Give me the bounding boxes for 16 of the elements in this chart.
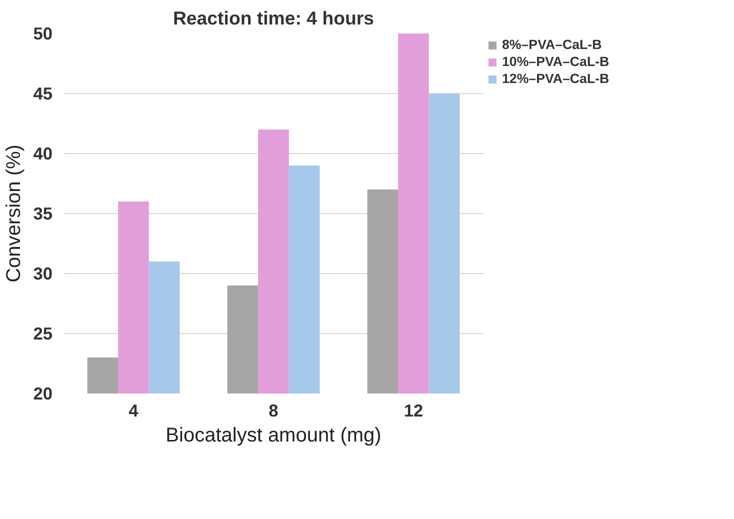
x-tick-label: 4 [128,400,139,420]
x-tick-label: 12 [404,400,424,420]
x-tick-label: 8 [268,400,279,420]
chart-title: Reaction time: 4 hours [172,8,374,28]
y-tick-label: 20 [33,384,53,404]
y-tick-label: 40 [33,144,53,164]
legend-label: 12%–PVA–CaL-B [502,71,610,86]
x-axis-title: Biocatalyst amount (mg) [166,424,382,446]
y-axis-title: Conversion (%) [3,144,26,282]
legend-label: 8%–PVA–CaL-B [502,37,602,52]
y-tick-label: 25 [33,324,53,344]
y-tick-label: 45 [33,84,53,104]
legend-label: 10%–PVA–CaL-B [502,54,610,69]
y-tick-label: 30 [33,264,53,284]
y-tick-label: 50 [33,24,53,44]
y-tick-label: 35 [33,204,53,224]
